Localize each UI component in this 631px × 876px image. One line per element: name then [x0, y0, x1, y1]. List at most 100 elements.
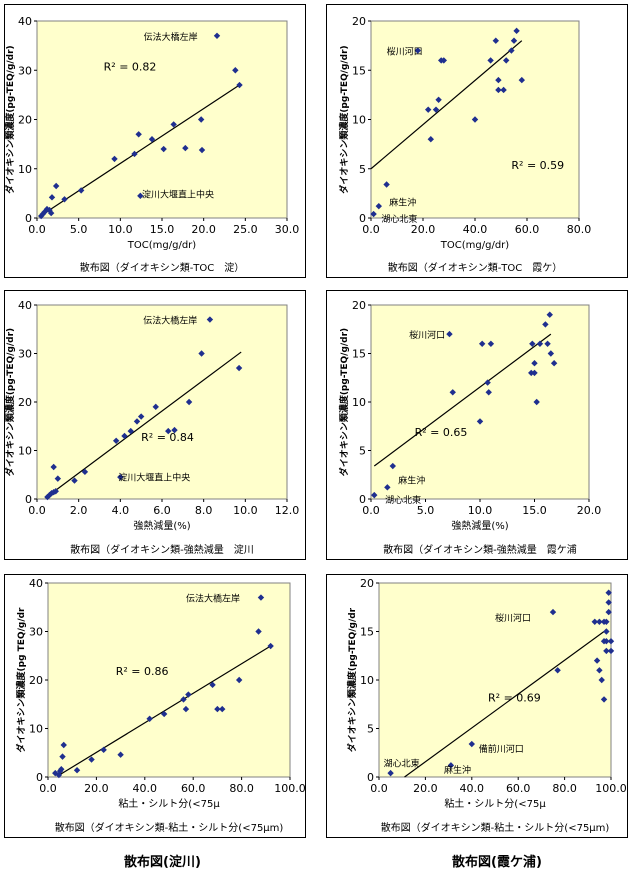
data-point [41, 208, 48, 216]
data-point [44, 493, 51, 501]
x-tick-label: 60.0 [515, 223, 540, 236]
data-point [255, 628, 262, 635]
chart-panel-toc-yodo: 0 10 20 30 40 0.0 5.0 10.0 15.0 20.0 25.0 30.0 伝法大橋左… [4, 4, 306, 278]
x-tick-label: 0.0 [28, 504, 46, 517]
data-point [37, 212, 45, 220]
plot-area [36, 304, 288, 500]
y-tick-label: 10 [18, 445, 32, 458]
x-tick-label: 25.0 [233, 223, 258, 236]
data-point [46, 491, 53, 499]
chart-panel-silt-kasumi: 0 5 10 15 20 0.0 20.0 40.0 60.0 80.0 100.0 桜川河口 湖心北東… [326, 574, 628, 838]
x-tick-label: 20.0 [411, 223, 436, 236]
data-point [375, 202, 382, 210]
y-tick-label: 20 [352, 15, 366, 28]
point-annotation: 麻生沖 [389, 196, 416, 208]
x-tick-label: 0.0 [39, 782, 57, 795]
data-point [47, 209, 55, 217]
scatter-chart-ignition-yodo: 0 10 20 30 40 0.0 2.0 4.0 6.0 8.0 10.0 12.0 伝法大橋左岸淀川… [4, 299, 299, 556]
data-point [500, 86, 507, 94]
data-point [60, 741, 67, 749]
x-tick-label: 10.0 [233, 504, 258, 517]
point-annotation: 麻生沖 [444, 764, 471, 776]
r-squared-label: R² = 0.65 [415, 426, 468, 439]
data-point [425, 106, 432, 113]
data-point [117, 473, 124, 481]
y-tick-label: 10 [29, 723, 43, 736]
data-point [135, 131, 142, 138]
y-tick-label: 5 [367, 723, 374, 736]
x-axis-label: TOC(mg/g/dr) [440, 240, 509, 251]
point-annotation: 桜川河口 [409, 329, 445, 341]
data-point [137, 413, 145, 420]
x-tick-label: 100.0 [595, 782, 627, 795]
chart-title: 散布図（ダイオキシン類-粘土・シルト分(<75μm) [55, 821, 284, 834]
x-axis-label: TOC(mg/g/dr) [127, 240, 196, 251]
y-tick-label: 5 [359, 445, 366, 458]
x-tick-label: 100.0 [274, 782, 306, 795]
r-squared-label: R² = 0.59 [511, 159, 564, 172]
data-point [55, 771, 63, 779]
x-tick-label: 60.0 [506, 782, 531, 795]
data-point [492, 37, 499, 44]
data-point [235, 676, 243, 684]
x-tick-label: 60.0 [181, 782, 206, 795]
plot-area [370, 304, 590, 500]
chart-title: 散布図（ダイオキシン類-粘土・シルト分(<75μm) [381, 821, 610, 834]
data-point [133, 418, 141, 425]
y-axis-label: ダイオキシン類濃度(pg-TEQ/g/dr [346, 607, 358, 752]
x-tick-label: 15.0 [150, 223, 175, 236]
data-point [121, 432, 128, 440]
y-tick-label: 10 [18, 163, 32, 176]
x-tick-label: 0.0 [362, 504, 380, 517]
data-point [603, 628, 610, 635]
point-annotation: 伝法大橋左岸 [186, 593, 240, 605]
plot-area [47, 582, 291, 778]
data-point [607, 647, 615, 655]
x-tick-label: 10.0 [108, 223, 133, 236]
data-point [171, 426, 178, 434]
data-point [52, 769, 59, 777]
data-point [370, 210, 377, 218]
data-point [170, 121, 177, 128]
y-tick-label: 20 [352, 299, 366, 312]
y-axis-label: ダイオキシン類濃度(pg TEQ/g/dr [15, 607, 27, 753]
point-annotation: 桜川河口 [495, 612, 531, 624]
data-point [148, 136, 156, 143]
chart-title: 散布図（ダイオキシン類-TOC 霞ケ） [388, 261, 563, 274]
y-tick-label: 20 [18, 396, 32, 409]
x-tick-label: 0.0 [28, 223, 46, 236]
x-tick-label: 40.0 [460, 782, 485, 795]
y-axis-label: ダイオキシン類濃度(pg-TEQ/g/dr) [338, 328, 350, 476]
data-point [598, 676, 605, 684]
r-squared-label: R² = 0.86 [116, 665, 169, 678]
data-point [71, 477, 78, 484]
y-tick-label: 0 [367, 771, 374, 784]
y-tick-label: 30 [18, 348, 32, 361]
x-tick-label: 20.0 [191, 223, 216, 236]
data-point [185, 398, 193, 406]
trendline [404, 631, 605, 778]
data-point [52, 488, 59, 495]
y-tick-label: 10 [352, 114, 366, 127]
point-annotation: 淀川大堰直上中央 [142, 188, 214, 200]
y-tick-label: 5 [359, 163, 366, 176]
data-point [137, 192, 144, 200]
data-point [39, 210, 47, 218]
data-point [389, 462, 396, 470]
data-point [236, 81, 243, 89]
point-annotation: 桜川河口 [387, 46, 423, 58]
y-tick-label: 15 [352, 348, 366, 361]
y-tick-label: 10 [360, 674, 374, 687]
y-tick-label: 10 [352, 396, 366, 409]
data-point [495, 76, 502, 84]
data-point [503, 57, 510, 64]
data-point [77, 187, 85, 194]
y-tick-label: 30 [18, 64, 32, 77]
data-point [213, 32, 221, 39]
point-annotation: 伝法大橋左岸 [144, 31, 198, 43]
scatter-chart-silt-yodo: 0 10 20 30 40 0.0 20.0 40.0 60.0 80.0 100.0 伝法大橋左岸 R… [15, 577, 306, 834]
chart-title: 散布図（ダイオキシン類-TOC 淀） [80, 261, 245, 274]
data-point [510, 37, 518, 44]
data-point [484, 379, 491, 386]
